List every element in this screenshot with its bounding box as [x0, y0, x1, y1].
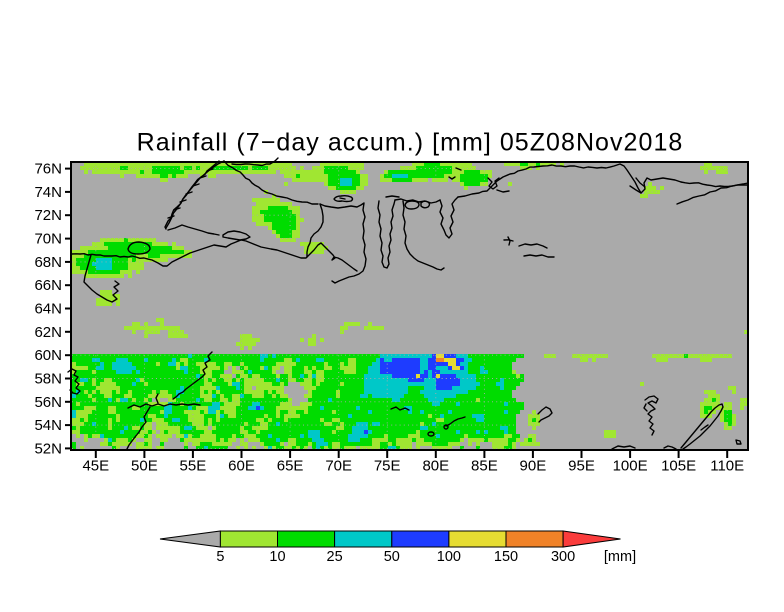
- svg-text:65E: 65E: [277, 458, 304, 475]
- svg-text:56N: 56N: [34, 394, 62, 411]
- svg-text:76N: 76N: [34, 161, 62, 178]
- svg-text:62N: 62N: [34, 324, 62, 341]
- svg-text:25: 25: [327, 549, 343, 565]
- svg-text:70E: 70E: [325, 458, 352, 475]
- svg-text:64N: 64N: [34, 301, 62, 318]
- svg-text:70N: 70N: [34, 231, 62, 248]
- svg-text:10: 10: [269, 549, 285, 565]
- svg-text:66N: 66N: [34, 277, 62, 294]
- svg-text:95E: 95E: [568, 458, 595, 475]
- svg-text:85E: 85E: [471, 458, 498, 475]
- svg-text:50E: 50E: [131, 458, 158, 475]
- svg-text:100E: 100E: [613, 458, 648, 475]
- svg-text:75E: 75E: [374, 458, 401, 475]
- svg-text:Rainfall (7−day accum.) [mm] 0: Rainfall (7−day accum.) [mm] 05Z08Nov201…: [137, 129, 684, 157]
- svg-text:60N: 60N: [34, 347, 62, 364]
- svg-text:90E: 90E: [520, 458, 547, 475]
- svg-text:50: 50: [384, 549, 400, 565]
- svg-text:72N: 72N: [34, 207, 62, 224]
- svg-text:150: 150: [494, 549, 518, 565]
- svg-text:100: 100: [437, 549, 461, 565]
- svg-text:52N: 52N: [34, 440, 62, 457]
- svg-text:[mm]: [mm]: [604, 549, 636, 565]
- svg-text:74N: 74N: [34, 184, 62, 201]
- svg-text:105E: 105E: [661, 458, 696, 475]
- svg-text:54N: 54N: [34, 417, 62, 434]
- svg-text:300: 300: [551, 549, 575, 565]
- svg-text:5: 5: [216, 549, 224, 565]
- svg-text:110E: 110E: [710, 458, 744, 475]
- svg-text:45E: 45E: [82, 458, 109, 475]
- svg-text:58N: 58N: [34, 371, 62, 388]
- svg-text:68N: 68N: [34, 254, 62, 271]
- svg-text:60E: 60E: [228, 458, 255, 475]
- svg-text:80E: 80E: [422, 458, 449, 475]
- svg-text:55E: 55E: [180, 458, 207, 475]
